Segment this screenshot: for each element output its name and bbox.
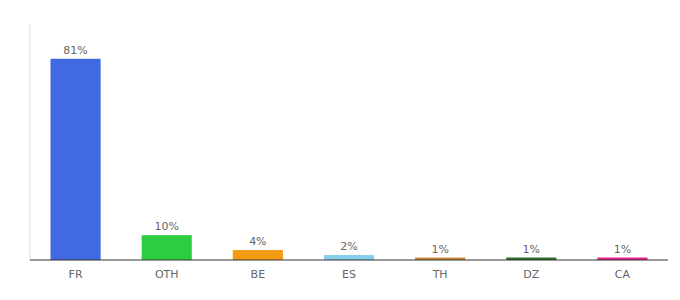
bar <box>51 59 101 260</box>
x-tick-label: OTH <box>155 268 179 281</box>
data-label: 2% <box>340 240 357 253</box>
data-label: 1% <box>431 243 448 256</box>
data-label: 10% <box>154 220 178 233</box>
chart-container: 81% FR 10% OTH 4% BE 2% ES 1% TH 1% DZ 1% CA <box>0 0 680 300</box>
bar <box>142 235 192 260</box>
x-tick-label: CA <box>615 268 631 281</box>
x-tick-label: ES <box>342 268 356 281</box>
bar <box>233 250 283 260</box>
chart: 81% FR 10% OTH 4% BE 2% ES 1% TH 1% DZ 1% CA <box>0 0 680 300</box>
bars <box>51 59 648 260</box>
x-tick-label: TH <box>432 268 448 281</box>
data-label: 81% <box>63 44 87 57</box>
data-label: 1% <box>614 243 631 256</box>
bar <box>324 255 374 260</box>
x-tick-label: FR <box>69 268 83 281</box>
x-tick-label: BE <box>251 268 266 281</box>
data-label: 1% <box>523 243 540 256</box>
data-label: 4% <box>249 235 266 248</box>
x-tick-label: DZ <box>523 268 539 281</box>
x-axis-line <box>30 260 668 261</box>
y-axis-line <box>30 24 31 260</box>
